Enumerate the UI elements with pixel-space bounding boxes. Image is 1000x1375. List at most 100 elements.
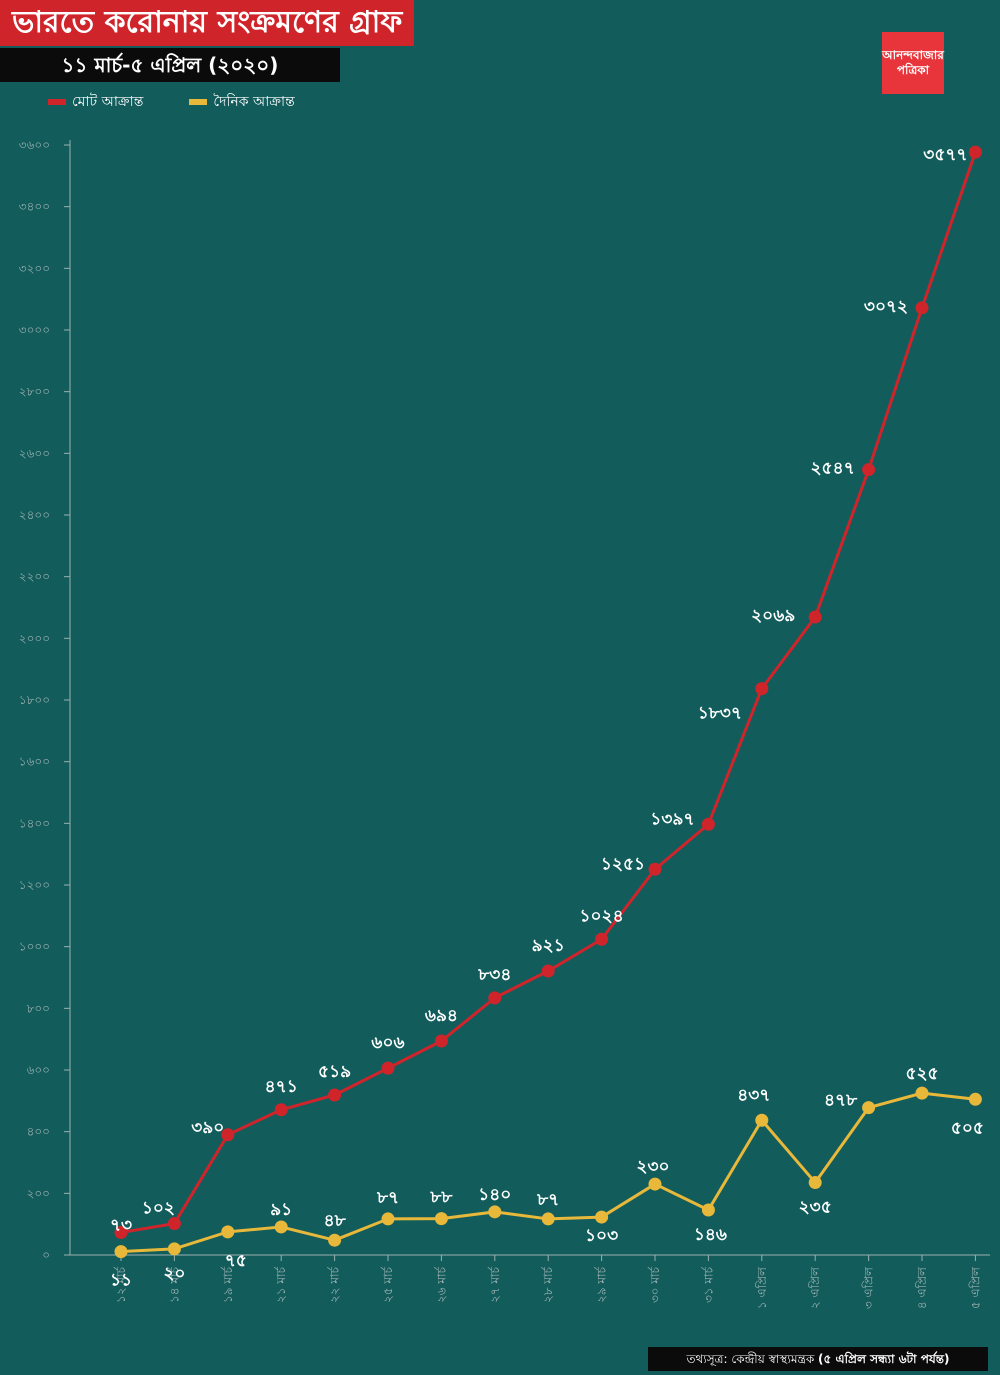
data-label-daily: ১৪৬ [694,1225,727,1245]
y-tick-label: ১০০০ [19,940,50,954]
y-tick-label: ২৬০০ [19,446,50,460]
x-tick-label: ৩ এপ্রিল [862,1266,876,1309]
legend-label-total: মোট আক্রান্ত [72,94,144,110]
data-label-daily: ৫০৫ [951,1118,984,1138]
x-tick-label: ৩০ মার্চ [648,1266,662,1303]
data-point-total [701,817,715,831]
y-tick-label: ৩৬০০ [19,138,50,152]
source-date-note: (৫ এপ্রিল সন্ধ্যা ৬টা পর্যন্ত) [818,1352,950,1366]
source-label: তথ্যসূত্র: কেন্দ্রীয় স্বাস্থ্যমন্ত্রক [686,1352,815,1366]
logo-line-1: আনন্দবাজার [882,48,944,62]
x-tick-label: ১৯ মার্চ [221,1266,235,1303]
data-point-total [915,301,929,315]
data-label-daily: ২৩০ [636,1157,669,1177]
data-label-daily: ৪৩৭ [737,1085,770,1105]
legend-item-total: মোট আক্রান্ত [48,90,143,114]
data-point-total [755,682,769,696]
data-point-daily [808,1176,822,1190]
data-label-daily: ৮৮ [429,1188,453,1208]
data-point-total [595,932,609,946]
x-tick-label: ১৪ মার্চ [167,1266,181,1303]
chart-title: ভারতে করোনায় সংক্রমণের গ্রাফ [0,0,415,46]
data-point-total [221,1128,235,1142]
data-point-total [488,991,502,1005]
y-tick-label: ১৪০০ [19,816,50,830]
data-point-total [968,145,982,159]
data-label-total: ৬৯৪ [425,1006,458,1026]
x-tick-label: ১২ মার্চ [114,1266,128,1303]
data-label-total: ৭৩ [110,1215,132,1235]
y-tick-label: ৮০০ [27,1001,50,1015]
data-label-total: ৬০৬ [371,1033,404,1053]
data-label-daily: ১০৩ [585,1226,618,1246]
x-tick-label: ২৭ মার্চ [488,1266,502,1303]
data-point-total [167,1217,181,1231]
data-label-daily: ২০ [163,1264,185,1284]
x-tick-label: ২৮ মার্চ [541,1266,555,1303]
data-label-total: ২৫৪৭ [811,459,855,479]
logo-line-2: পত্রিকা [896,63,930,77]
x-tick-label: ৪ এপ্রিল [915,1266,929,1309]
data-point-total [862,463,876,477]
data-label-daily: ১১ [110,1271,132,1291]
legend-swatch-total [48,99,66,105]
data-label-total: ১৮৩৭ [698,704,742,724]
data-point-total [381,1061,395,1075]
x-tick-label: ৫ এপ্রিল [968,1266,982,1309]
data-point-daily [221,1225,235,1239]
legend-swatch-daily [189,99,208,105]
data-point-total [434,1034,448,1048]
data-point-daily [648,1177,662,1191]
data-point-daily [755,1113,769,1127]
legend-item-daily: দৈনিক আক্রান্ত [189,90,295,114]
data-label-daily: ১৪০ [478,1185,511,1205]
data-point-daily [862,1101,876,1115]
x-tick-label: ২ এপ্রিল [808,1266,822,1309]
data-label-daily: ৪৭৮ [824,1091,858,1111]
data-label-daily: ২৩৫ [799,1198,832,1218]
data-point-total [328,1088,342,1102]
publisher-logo[interactable]: আনন্দবাজার পত্রিকা [882,32,944,94]
x-tick-label: ২৯ মার্চ [595,1266,609,1303]
data-point-daily [915,1086,929,1100]
series-line-daily [120,1091,976,1254]
data-label-daily: ৭৫ [225,1251,247,1271]
data-label-daily: ৮৭ [536,1190,559,1210]
y-tick-label: ২৮০০ [19,385,50,399]
y-tick-label: ১২০০ [19,878,50,892]
data-label-daily: ৯১ [270,1200,292,1220]
data-label-total: ৩০৭২ [864,297,908,317]
x-tick-label: ৩১ মার্চ [701,1266,715,1303]
y-tick-label: ১৮০০ [19,693,50,707]
data-point-daily [968,1092,982,1106]
data-point-daily [167,1242,181,1256]
data-point-daily [274,1220,288,1234]
source-note: তথ্যসূত্র: কেন্দ্রীয় স্বাস্থ্যমন্ত্রক (… [648,1347,988,1371]
x-tick-label: ২২ মার্চ [328,1266,342,1303]
data-label-total: ৫১৯ [318,1062,351,1082]
data-label-daily: ৪৮ [324,1211,347,1231]
data-label-daily: ৮৭ [376,1188,399,1208]
y-tick-label: ২২০০ [19,570,50,584]
data-label-total: ১২৫১ [601,854,645,874]
data-label-total: ৩৫৭৭ [923,145,967,165]
x-tick-label: ১ এপ্রিল [755,1266,769,1309]
y-tick-label: ৬০০ [27,1063,50,1077]
data-point-daily [701,1203,715,1217]
series-line-total [120,151,977,1234]
data-point-total [541,964,555,978]
y-tick-label: ১৬০০ [19,755,50,769]
data-label-total: ১০২ [142,1199,175,1219]
y-tick-label: ২৪০০ [19,508,50,522]
x-tick-label: ২৫ মার্চ [381,1266,395,1303]
y-tick-label: ০ [42,1248,50,1262]
y-tick-label: ২০০ [27,1186,50,1200]
data-label-total: ৩৯০ [191,1118,224,1138]
data-label-total: ১০২৪ [580,906,624,926]
legend-label-daily: দৈনিক আক্রান্ত [213,94,295,110]
data-point-daily [114,1245,128,1259]
chart-subtitle: ১১ মার্চ-৫ এপ্রিল (২০২০) [0,48,340,82]
data-point-total [274,1103,288,1117]
data-point-daily [541,1212,555,1226]
